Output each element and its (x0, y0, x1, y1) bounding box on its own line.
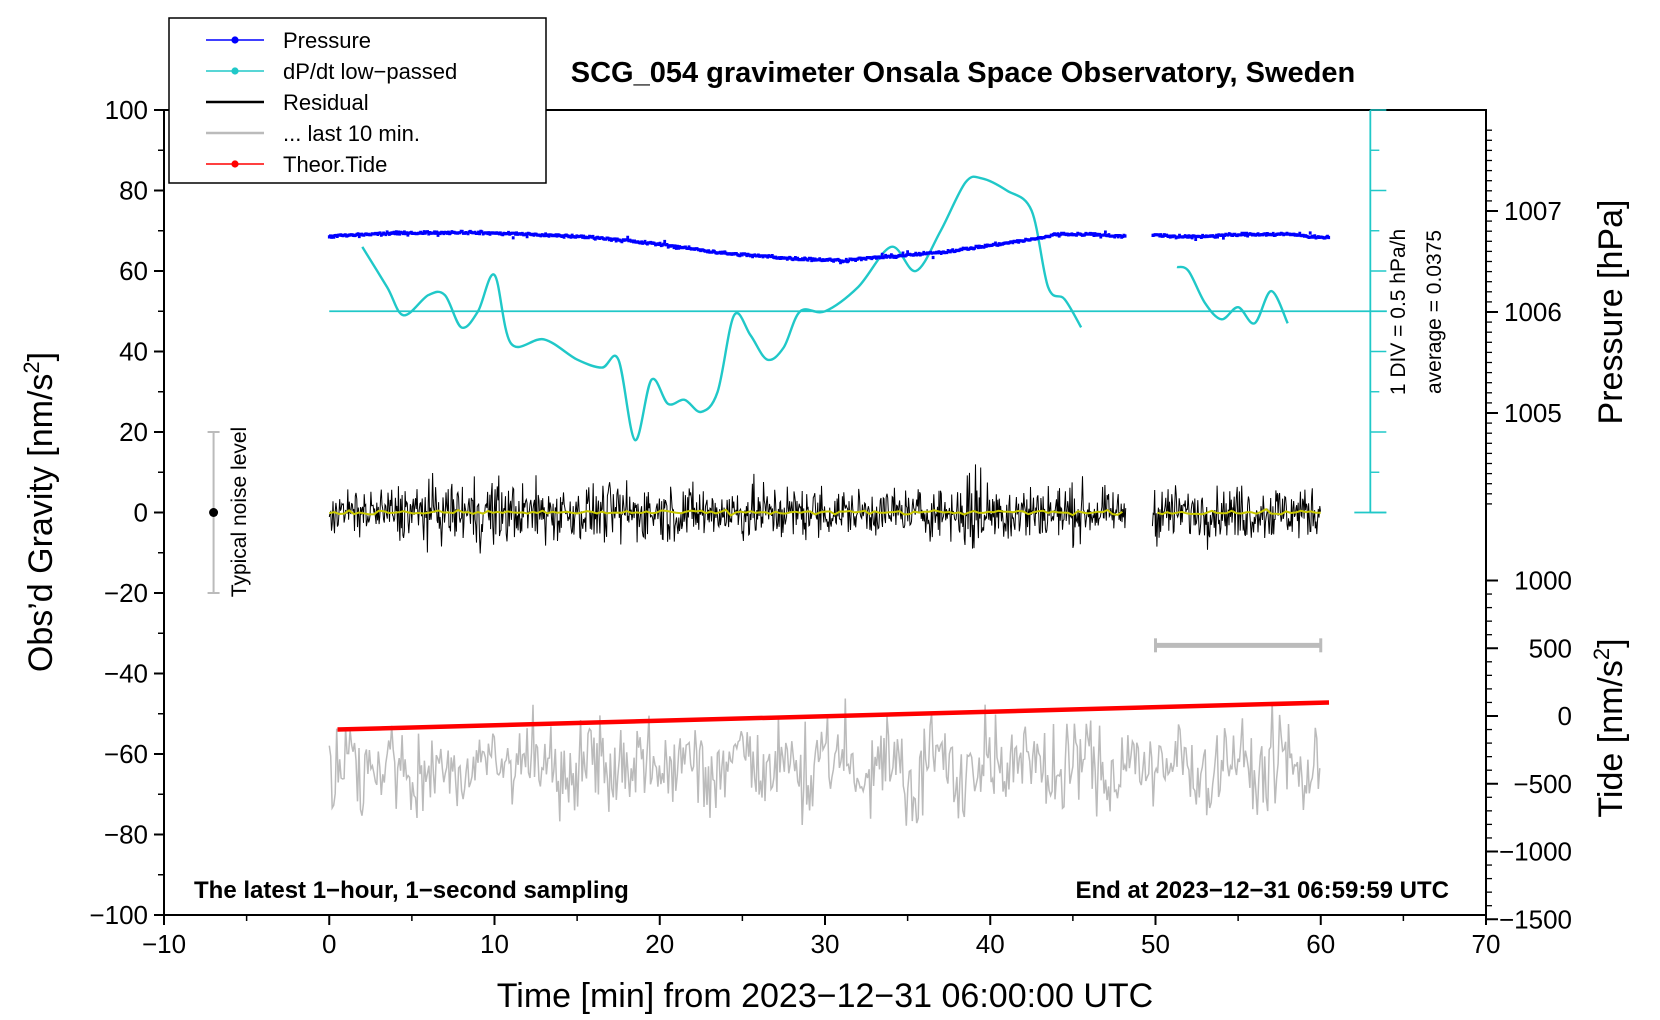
x-tick-label: 0 (322, 929, 336, 959)
legend-item: Theor.Tide (206, 152, 387, 177)
annotation-end-time: End at 2023−12−31 06:59:59 UTC (1075, 877, 1449, 904)
y-tick-label: 80 (119, 176, 148, 206)
y-tick-label: −100 (89, 900, 148, 930)
chart-title: SCG_054 gravimeter Onsala Space Observat… (571, 57, 1355, 89)
x-tick-label: 40 (976, 929, 1005, 959)
tide-axis-title-base: Tide [nm/s (1592, 660, 1630, 817)
tide-tick-label: −500 (1513, 769, 1572, 799)
y-tick-label: 40 (119, 337, 148, 367)
legend-label: Theor.Tide (283, 152, 387, 177)
tide-tick-label: −1000 (1499, 837, 1572, 867)
legend-item: Residual (206, 90, 369, 115)
series-theor-tide (337, 700, 1330, 732)
legend-swatch-marker (231, 67, 239, 75)
noise-level-label: Typical noise level (228, 427, 251, 597)
legend-item: ... last 10 min. (206, 121, 420, 146)
x-tick-label: 60 (1306, 929, 1335, 959)
pressure-tick-label: 1005 (1504, 398, 1562, 428)
tide-axis-title-sup: 2 (1589, 648, 1614, 660)
y-tick-label: −80 (104, 820, 148, 850)
series-dpdt-segment-2 (1176, 265, 1289, 325)
pressure-tick-label: 1007 (1504, 196, 1562, 226)
y-axis-title-base: Obs’d Gravity [nm/s (22, 374, 60, 673)
axes-layer: −10 0 10 20 30 40 50 60 70−100−80−60−40−20020406… (89, 95, 1572, 959)
dpdt-scale-label: 1 DIV = 0.5 hPa/h (1387, 229, 1410, 395)
y-axis-title-sup: 2 (19, 361, 44, 373)
data-layer (207, 109, 1387, 826)
y-axis-title: Obs’d Gravity [nm/s2] (19, 352, 60, 672)
legend-item: Pressure (206, 28, 371, 53)
series-last-10-min (328, 698, 1321, 826)
y-tick-label: −60 (104, 739, 148, 769)
legend-label: Pressure (283, 28, 371, 53)
tide-axis-title: Tide [nm/s2] (1589, 638, 1630, 817)
series-residual (328, 464, 1321, 554)
tide-tick-label: 500 (1529, 633, 1572, 663)
x-tick-label: 30 (811, 929, 840, 959)
tide-tick-label: −1500 (1499, 904, 1572, 934)
legend-swatch-marker (231, 36, 239, 44)
pressure-tick-label: 1006 (1504, 297, 1562, 327)
annotation-latest-hour: The latest 1−hour, 1−second sampling (194, 877, 629, 904)
legend-label: dP/dt low−passed (283, 59, 457, 84)
legend: Pressure dP/dt low−passed Residual ... last… (168, 17, 547, 184)
x-tick-label: 70 (1472, 929, 1501, 959)
y-tick-label: 20 (119, 417, 148, 447)
y-tick-label: 100 (105, 95, 148, 125)
x-tick-label: 50 (1141, 929, 1170, 959)
legend-swatch-marker (231, 160, 239, 168)
x-axis-title: Time [min] from 2023−12−31 06:00:00 UTC (497, 977, 1153, 1015)
noise-level-marker (209, 508, 219, 517)
y-tick-label: 0 (134, 498, 148, 528)
y-tick-label: −40 (104, 659, 148, 689)
tide-tick-label: 0 (1558, 701, 1572, 731)
tide-axis-title-end: ] (1592, 638, 1630, 647)
legend-box (168, 17, 547, 184)
legend-label: ... last 10 min. (283, 121, 420, 146)
legend-label: Residual (283, 90, 369, 115)
series-pressure (327, 229, 1331, 265)
x-tick-label: 20 (645, 929, 674, 959)
series-dpdt-segment-1 (361, 175, 1083, 442)
y-tick-label: −20 (104, 578, 148, 608)
tide-tick-label: 1000 (1514, 566, 1572, 596)
dpdt-average-label: average = 0.0375 (1423, 230, 1446, 394)
x-tick-label: −10 (142, 929, 186, 959)
legend-item: dP/dt low−passed (206, 59, 457, 84)
pressure-axis-title: Pressure [hPa] (1592, 200, 1630, 425)
x-tick-label: 10 (480, 929, 509, 959)
series-residual-mean (329, 507, 1321, 517)
y-tick-label: 60 (119, 256, 148, 286)
y-axis-title-end: ] (22, 352, 60, 361)
